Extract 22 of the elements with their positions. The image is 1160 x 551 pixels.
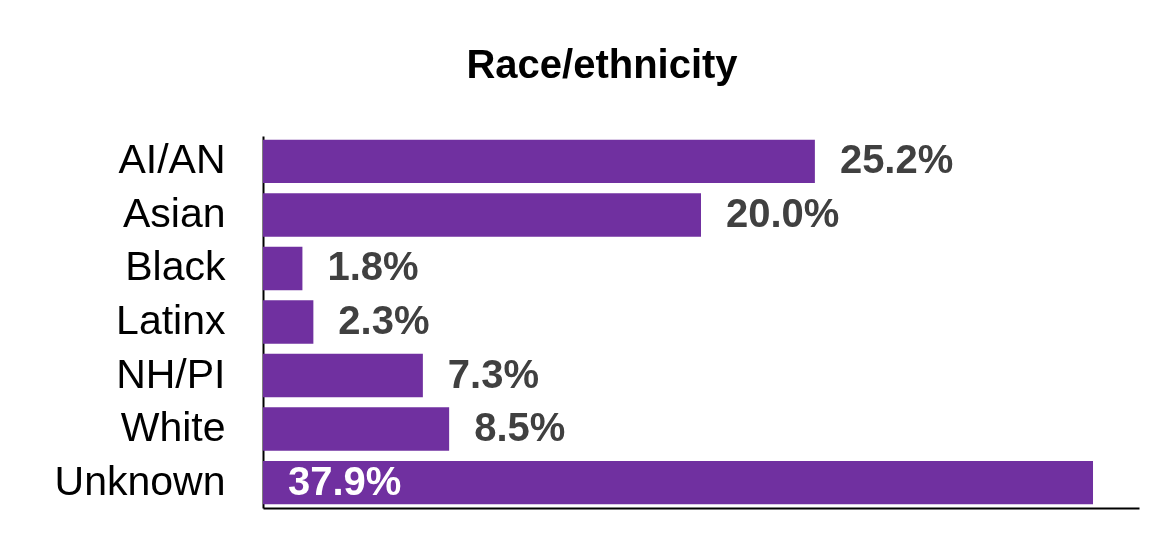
bar [263, 460, 1094, 505]
data-label: 20.0% [726, 190, 840, 235]
y-tick-label: Latinx [116, 297, 226, 343]
data-label: 8.5% [474, 405, 566, 450]
data-label: 1.8% [327, 244, 419, 289]
bar [263, 353, 423, 398]
y-tick-label: NH/PI [116, 350, 226, 397]
y-tick-label: White [120, 404, 226, 451]
data-label: 7.3% [447, 351, 540, 396]
data-label: 37.9% [288, 458, 402, 503]
bar [263, 193, 701, 237]
y-tick-label: AI/AN [118, 136, 226, 183]
data-label: 25.2% [839, 137, 954, 182]
data-label: 2.3% [338, 298, 430, 342]
chart-title: Race/ethnicity [466, 42, 739, 86]
bar [263, 300, 314, 344]
bar [263, 139, 815, 184]
y-tick-label: Black [125, 243, 226, 290]
y-tick-label: Asian [122, 189, 226, 236]
bar [263, 407, 450, 451]
bar [263, 246, 303, 291]
y-tick-label: Unknown [54, 457, 226, 504]
